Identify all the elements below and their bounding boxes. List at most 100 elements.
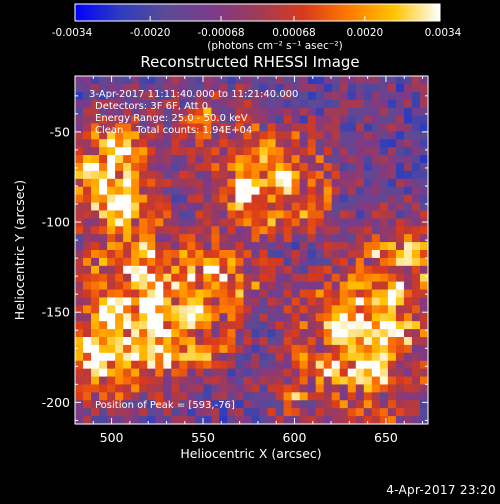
heatmap-cell — [179, 202, 188, 212]
heatmap-cell — [379, 163, 389, 172]
heatmap-cell — [227, 147, 237, 156]
heatmap-cell — [371, 376, 381, 386]
heatmap-cell — [155, 281, 164, 291]
heatmap-cell — [339, 273, 349, 283]
heatmap-cell — [227, 360, 237, 370]
heatmap-cell — [195, 226, 204, 235]
heatmap-cell — [275, 408, 285, 417]
y-tick-label: -100 — [42, 215, 70, 230]
heatmap-cell — [371, 384, 381, 393]
heatmap-cell — [115, 107, 124, 117]
colorbar-unit-label: (photons cm⁻² s⁻¹ asec⁻²) — [207, 40, 342, 52]
heatmap-cell — [131, 297, 140, 306]
y-tick-label: -200 — [42, 395, 70, 410]
heatmap-cell — [315, 392, 325, 401]
heatmap-cell — [339, 305, 349, 314]
heatmap-cell — [355, 202, 365, 212]
heatmap-cell — [323, 360, 333, 370]
heatmap-cell — [251, 368, 261, 378]
heatmap-cell — [283, 305, 293, 314]
heatmap-cell — [307, 83, 317, 93]
heatmap-cell — [403, 202, 413, 212]
heatmap-cell — [259, 226, 269, 235]
heatmap-cell — [243, 265, 253, 275]
heatmap-cell — [91, 273, 100, 283]
heatmap-cell — [139, 163, 148, 172]
heatmap-cell — [83, 265, 92, 275]
heatmap-cell — [219, 242, 229, 251]
heatmap-cell — [307, 226, 317, 235]
heatmap-cell — [411, 123, 421, 132]
heatmap-cell — [379, 329, 389, 338]
heatmap-cell — [323, 123, 333, 132]
heatmap-cell — [323, 194, 333, 204]
heatmap-cell — [339, 218, 349, 227]
heatmap-cell — [219, 131, 229, 140]
heatmap-cell — [91, 91, 100, 101]
heatmap-cell — [187, 265, 196, 275]
heatmap-cell — [355, 352, 365, 362]
heatmap-cell — [355, 242, 365, 251]
heatmap-cell — [131, 107, 140, 117]
heatmap-cell — [323, 186, 333, 196]
heatmap-cell — [243, 344, 253, 354]
heatmap-cell — [379, 368, 389, 378]
heatmap-cell — [147, 313, 156, 322]
heatmap-cell — [379, 76, 389, 85]
heatmap-cell — [187, 186, 196, 196]
heatmap-cell — [315, 242, 325, 251]
heatmap-cell — [339, 91, 349, 101]
heatmap-cell — [403, 83, 413, 93]
heatmap-cell — [187, 234, 196, 243]
heatmap-cell — [259, 273, 269, 283]
heatmap-cell — [163, 194, 172, 204]
heatmap-cell — [291, 91, 301, 101]
heatmap-cell — [115, 337, 124, 346]
heatmap-cell — [379, 250, 389, 259]
heatmap-cell — [419, 194, 429, 204]
heatmap-cell — [347, 147, 357, 156]
heatmap-cell — [99, 115, 108, 125]
heatmap-cell — [323, 242, 333, 251]
heatmap-cell — [251, 416, 261, 425]
heatmap-cell — [347, 265, 357, 275]
heatmap-cell — [171, 147, 180, 156]
heatmap-cell — [227, 107, 237, 117]
heatmap-cell — [227, 344, 237, 354]
heatmap-cell — [195, 210, 204, 219]
heatmap-cell — [411, 281, 421, 291]
heatmap-cell — [363, 400, 373, 409]
heatmap-cell — [331, 91, 341, 101]
heatmap-cell — [91, 344, 100, 354]
heatmap-cell — [251, 210, 261, 219]
heatmap-cell — [195, 202, 204, 212]
heatmap-cell — [251, 344, 261, 354]
heatmap-cell — [283, 344, 293, 354]
heatmap-cell — [307, 273, 317, 283]
heatmap-cell — [395, 163, 405, 172]
heatmap-cell — [275, 91, 285, 101]
heatmap-cell — [99, 91, 108, 101]
heatmap-cell — [131, 131, 140, 140]
heatmap-cell — [355, 186, 365, 196]
heatmap-cell — [371, 226, 381, 235]
heatmap-cell — [115, 297, 124, 306]
heatmap-cell — [411, 76, 421, 85]
heatmap-cell — [355, 76, 365, 85]
heatmap-cell — [155, 408, 164, 417]
heatmap-cell — [187, 139, 196, 148]
heatmap-cell — [251, 226, 261, 235]
heatmap-cell — [235, 408, 245, 417]
heatmap-cell — [235, 170, 245, 180]
heatmap-cell — [371, 123, 381, 132]
heatmap-cell — [107, 178, 116, 188]
heatmap-cell — [139, 107, 148, 117]
heatmap-cell — [227, 297, 237, 306]
heatmap-cell — [99, 178, 108, 188]
heatmap-cell — [227, 257, 237, 267]
heatmap-cell — [315, 163, 325, 172]
heatmap-cell — [387, 131, 397, 140]
heatmap-cell — [275, 400, 285, 409]
heatmap-cell — [403, 360, 413, 370]
heatmap-cell — [283, 368, 293, 378]
